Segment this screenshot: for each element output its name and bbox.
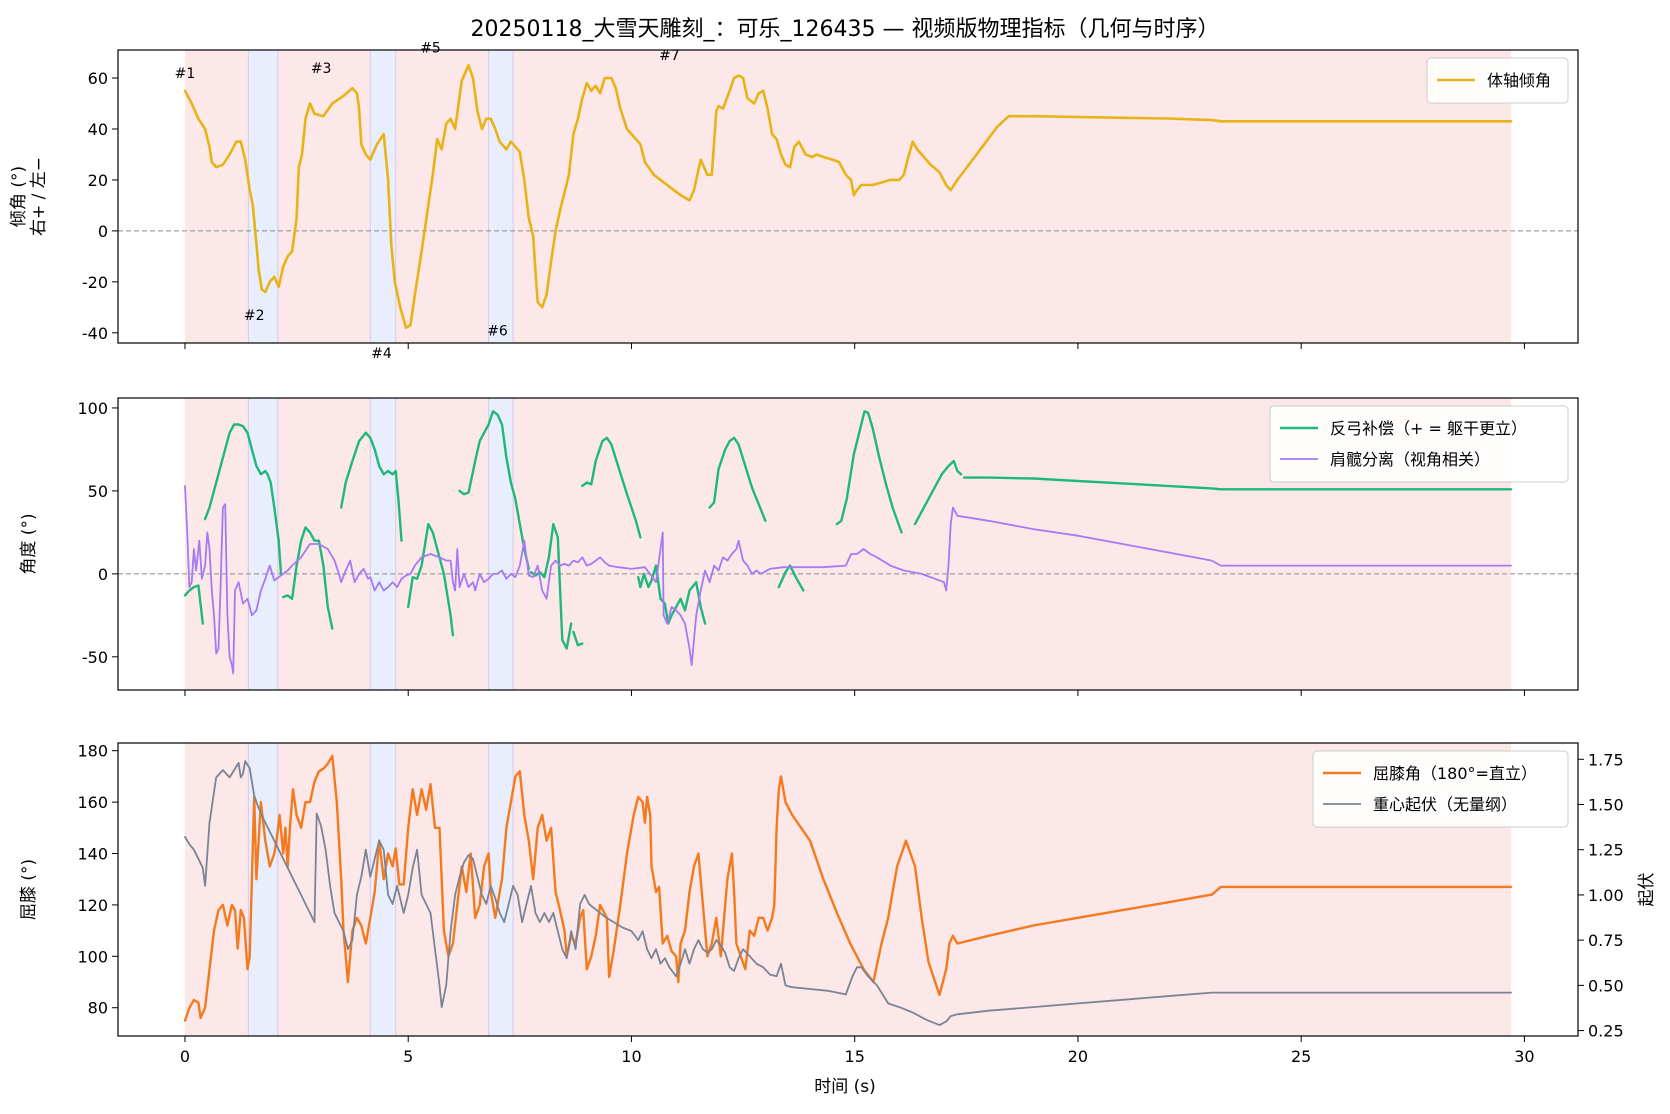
x-tick-label: 20 (1068, 1047, 1088, 1066)
series-line-0 (962, 476, 1513, 491)
y-right-tick-label: 1.50 (1588, 795, 1624, 814)
series-line-0 (835, 410, 903, 534)
y-right-tick-label: 0.25 (1588, 1022, 1624, 1041)
y-tick-label: 180 (77, 742, 108, 761)
x-tick-label: 15 (845, 1047, 865, 1066)
y-tick-label: -20 (82, 273, 108, 292)
legend-box (1426, 57, 1569, 104)
panel-angles: -50 0 50 100 角度 (°) 反弓补偿（+ = 躯干更立） 肩髋分离（视角相关） (19, 397, 1579, 696)
series-line-0 (183, 584, 204, 625)
highlight-band (248, 398, 278, 690)
y-right-axis-label: 起伏 (1637, 873, 1657, 907)
highlight-band (488, 398, 514, 690)
plot-frame (117, 397, 1579, 691)
x-tick-label: 25 (1291, 1047, 1311, 1066)
series-line-0 (529, 522, 573, 650)
highlight-band (488, 50, 514, 343)
y-tick-label: -50 (82, 648, 108, 667)
legend: 屈膝角（180°=直立） 重心起伏（无量纲） (1312, 750, 1569, 828)
y-tick-label: 0 (98, 222, 108, 241)
y-right-tick-label: 0.75 (1588, 931, 1624, 950)
y-tick-label: 50 (88, 482, 108, 501)
x-tick-label: 10 (621, 1047, 641, 1066)
series-group (183, 410, 1513, 675)
highlight-band (248, 50, 278, 343)
legend: 反弓补偿（+ = 躯干更立） 肩髋分离（视角相关） (1269, 405, 1569, 483)
y-tick-label: 0 (98, 565, 108, 584)
series-line-0 (282, 526, 334, 630)
y-axis-label: 倾角 (°) (9, 166, 29, 227)
y-tick-label: 100 (77, 399, 108, 418)
series-line-0 (581, 436, 642, 539)
series-line-0 (183, 754, 1513, 1022)
x-tick-label: 0 (180, 1047, 190, 1066)
series-group (183, 754, 1513, 1026)
legend-label: 体轴倾角 (1487, 71, 1551, 90)
series-line-0 (340, 431, 403, 542)
chart-title: 20250118_大雪天雕刻_：可乐_126435 — 视频版物理指标（几何与时… (471, 17, 1220, 42)
y-tick-label: 160 (77, 793, 108, 812)
annotation-label: #5 (420, 40, 441, 56)
x-axis-label: 时间 (s) (814, 1077, 876, 1097)
y-right-tick-label: 1.25 (1588, 841, 1624, 860)
legend: 体轴倾角 (1426, 57, 1569, 104)
series-line-0 (458, 410, 530, 571)
series-line-0 (572, 630, 584, 647)
y-tick-label: -40 (82, 324, 108, 343)
plot-frame (117, 49, 1579, 344)
shade-region (184, 50, 1512, 343)
y-right-tick-label: 1.75 (1588, 750, 1624, 769)
panels-group: #1 #2 #3 #4 #5 #6 #7 -40 -20 0 20 40 60 倾角 (°) 右+ / 左−… (9, 40, 1657, 1066)
y-tick-label: 100 (77, 947, 108, 966)
annotation-label: #2 (244, 308, 265, 324)
series-line-0 (708, 436, 767, 522)
y-tick-label: 40 (88, 120, 108, 139)
x-tick-label: 5 (403, 1047, 413, 1066)
legend-box (1269, 405, 1569, 483)
series-line-1 (184, 760, 1512, 1026)
series-line-1 (184, 485, 1512, 675)
y-tick-label: 20 (88, 171, 108, 190)
annotation-label: #6 (487, 323, 508, 339)
highlight-band (370, 50, 396, 343)
y-tick-label: 60 (88, 69, 108, 88)
y-axis-label: 屈膝 (°) (19, 859, 39, 920)
series-line-0 (407, 522, 455, 637)
panel-knee: 0 5 10 15 20 25 30 80 100 120 140 160 180 0.25 0.50 0.7… (19, 742, 1657, 1066)
y-tick-label: 140 (77, 845, 108, 864)
series-line-0 (777, 564, 805, 592)
series-group (183, 64, 1513, 329)
series-line-0 (183, 64, 1513, 329)
panel-tilt: #1 #2 #3 #4 #5 #6 #7 -40 -20 0 20 40 60 倾角 (°) 右+ / 左−… (9, 40, 1579, 362)
legend-label: 肩髋分离（视角相关） (1330, 450, 1490, 469)
y-tick-label: 80 (88, 999, 108, 1018)
y-right-tick-label: 0.50 (1588, 976, 1624, 995)
y-axis-label: 右+ / 左− (29, 157, 49, 236)
series-line-0 (203, 423, 283, 576)
y-tick-label: 120 (77, 896, 108, 915)
legend-box (1312, 750, 1569, 828)
annotation-label: #3 (311, 61, 332, 77)
y-right-tick-label: 1.00 (1588, 886, 1624, 905)
x-tick-label: 30 (1514, 1047, 1534, 1066)
annotation-label: #1 (175, 66, 196, 82)
highlight-band (370, 398, 396, 690)
y-axis-label: 角度 (°) (19, 513, 39, 574)
legend-label: 反弓补偿（+ = 躯干更立） (1330, 419, 1527, 438)
series-line-0 (913, 459, 963, 526)
plot-frame (117, 742, 1579, 1037)
annotation-label: #7 (659, 48, 680, 64)
legend-label: 屈膝角（180°=直立） (1373, 764, 1537, 783)
legend-label: 重心起伏（无量纲） (1373, 795, 1517, 814)
annotation-label: #4 (371, 346, 392, 362)
